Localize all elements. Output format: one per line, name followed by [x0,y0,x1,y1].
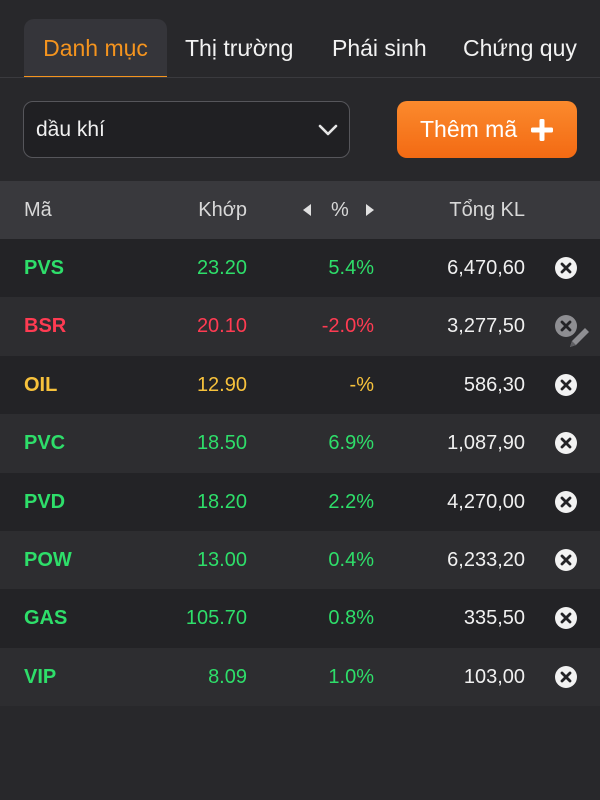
row-price: 18.50 [196,432,247,455]
row-symbol: BSR [24,315,67,338]
tab-chung-quyen[interactable]: Chứng quy [463,35,577,61]
row-volume: 1,087,90 [447,432,525,455]
table-row[interactable]: GAS 105.70 0.8% 335,50 [0,589,600,648]
add-symbol-label: Thêm mã [420,116,518,142]
row-percent: 0.4% [328,548,374,571]
row-volume: 103,00 [463,665,525,688]
row-percent: 0.8% [328,607,374,630]
remove-circle-icon[interactable] [555,607,577,630]
row-symbol: PVC [24,432,66,455]
stock-table: PVS 23.20 5.4% 6,470,60 BSR 20.10 -2.0% 3,277,5… [0,239,600,707]
table-row[interactable]: PVS 23.20 5.4% 6,470,60 [0,239,600,298]
row-price: 18.20 [196,490,247,513]
row-price: 12.90 [196,373,247,396]
plus-icon [531,119,553,141]
row-percent: 2.2% [328,490,374,513]
row-volume: 586,30 [463,373,525,396]
row-symbol: OIL [24,373,58,396]
remove-circle-icon[interactable] [555,548,577,571]
header-price[interactable]: Khớp [198,199,247,221]
watchlist-select[interactable]: dầu khí [23,101,350,158]
caret-left-icon[interactable] [303,204,311,216]
row-price: 20.10 [196,315,247,338]
row-price: 13.00 [196,548,247,571]
row-symbol: POW [24,548,72,571]
row-price: 23.20 [196,257,247,279]
row-percent: 6.9% [328,432,374,455]
remove-circle-icon[interactable] [555,315,577,338]
row-volume: 6,470,60 [447,257,525,279]
row-symbol: PVD [24,490,66,513]
row-volume: 3,277,50 [447,315,525,338]
row-percent: -% [349,373,374,396]
tab-phai-sinh[interactable]: Phái sinh [332,35,427,61]
row-volume: 6,233,20 [447,548,525,571]
row-volume: 4,270,00 [447,490,525,513]
table-row[interactable]: POW 13.00 0.4% 6,233,20 [0,530,600,590]
row-percent: 5.4% [328,257,374,279]
tab-bar: Danh mục Thị trường Phái sinh Chứng quy [0,0,600,78]
add-symbol-button[interactable]: Thêm mã [397,101,577,158]
row-symbol: GAS [24,607,68,630]
remove-circle-icon[interactable] [555,432,577,455]
remove-circle-icon[interactable] [555,373,577,396]
row-percent: 1.0% [328,665,374,688]
table-row[interactable]: PVD 18.20 2.2% 4,270,00 [0,472,600,531]
caret-right-icon[interactable] [366,204,374,216]
remove-circle-icon[interactable] [555,665,577,688]
table-row[interactable]: PVC 18.50 6.9% 1,087,90 [0,414,600,473]
table-row[interactable]: OIL 12.90 -% 586,30 [0,355,600,415]
chevron-down-icon [318,124,338,136]
pencil-icon[interactable] [566,323,594,351]
table-header: Mã Khớp % Tổng KL [0,181,600,239]
tab-danh-muc[interactable]: Danh mục [24,19,167,77]
row-price: 8.09 [208,665,247,688]
header-percent[interactable]: % [331,199,349,221]
header-volume[interactable]: Tổng KL [449,199,525,221]
remove-circle-icon[interactable] [555,490,577,513]
table-row[interactable]: BSR 20.10 -2.0% 3,277,50 [0,297,600,356]
watchlist-select-value: dầu khí [36,118,105,141]
row-percent: -2.0% [321,315,374,338]
table-row[interactable]: VIP 8.09 1.0% 103,00 [0,647,600,707]
row-symbol: PVS [24,257,65,279]
header-symbol[interactable]: Mã [24,199,52,221]
row-volume: 335,50 [463,607,525,630]
tab-thi-truong[interactable]: Thị trường [185,35,294,61]
row-symbol: VIP [24,665,57,688]
row-price: 105.70 [185,607,247,630]
remove-circle-icon[interactable] [555,257,577,279]
